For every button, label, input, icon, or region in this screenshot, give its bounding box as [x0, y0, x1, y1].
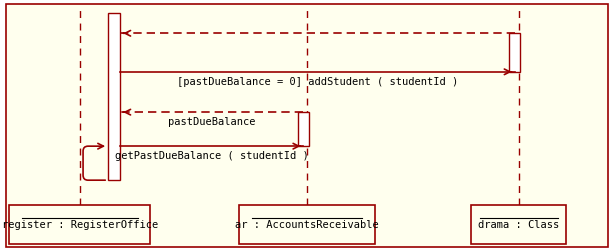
Text: getPastDueBalance ( studentId ): getPastDueBalance ( studentId ): [115, 151, 309, 161]
Bar: [9, 205, 150, 244]
Bar: [298, 112, 309, 146]
Bar: [509, 33, 520, 72]
Text: [pastDueBalance = 0] addStudent ( studentId ): [pastDueBalance = 0] addStudent ( studen…: [177, 77, 458, 87]
Bar: [239, 205, 375, 244]
Text: register : RegisterOffice: register : RegisterOffice: [2, 220, 158, 230]
Text: ar : AccountsReceivable: ar : AccountsReceivable: [235, 220, 379, 230]
Text: drama : Class: drama : Class: [478, 220, 559, 230]
Bar: [108, 13, 120, 180]
Bar: [472, 205, 566, 244]
Text: pastDueBalance: pastDueBalance: [168, 117, 255, 127]
